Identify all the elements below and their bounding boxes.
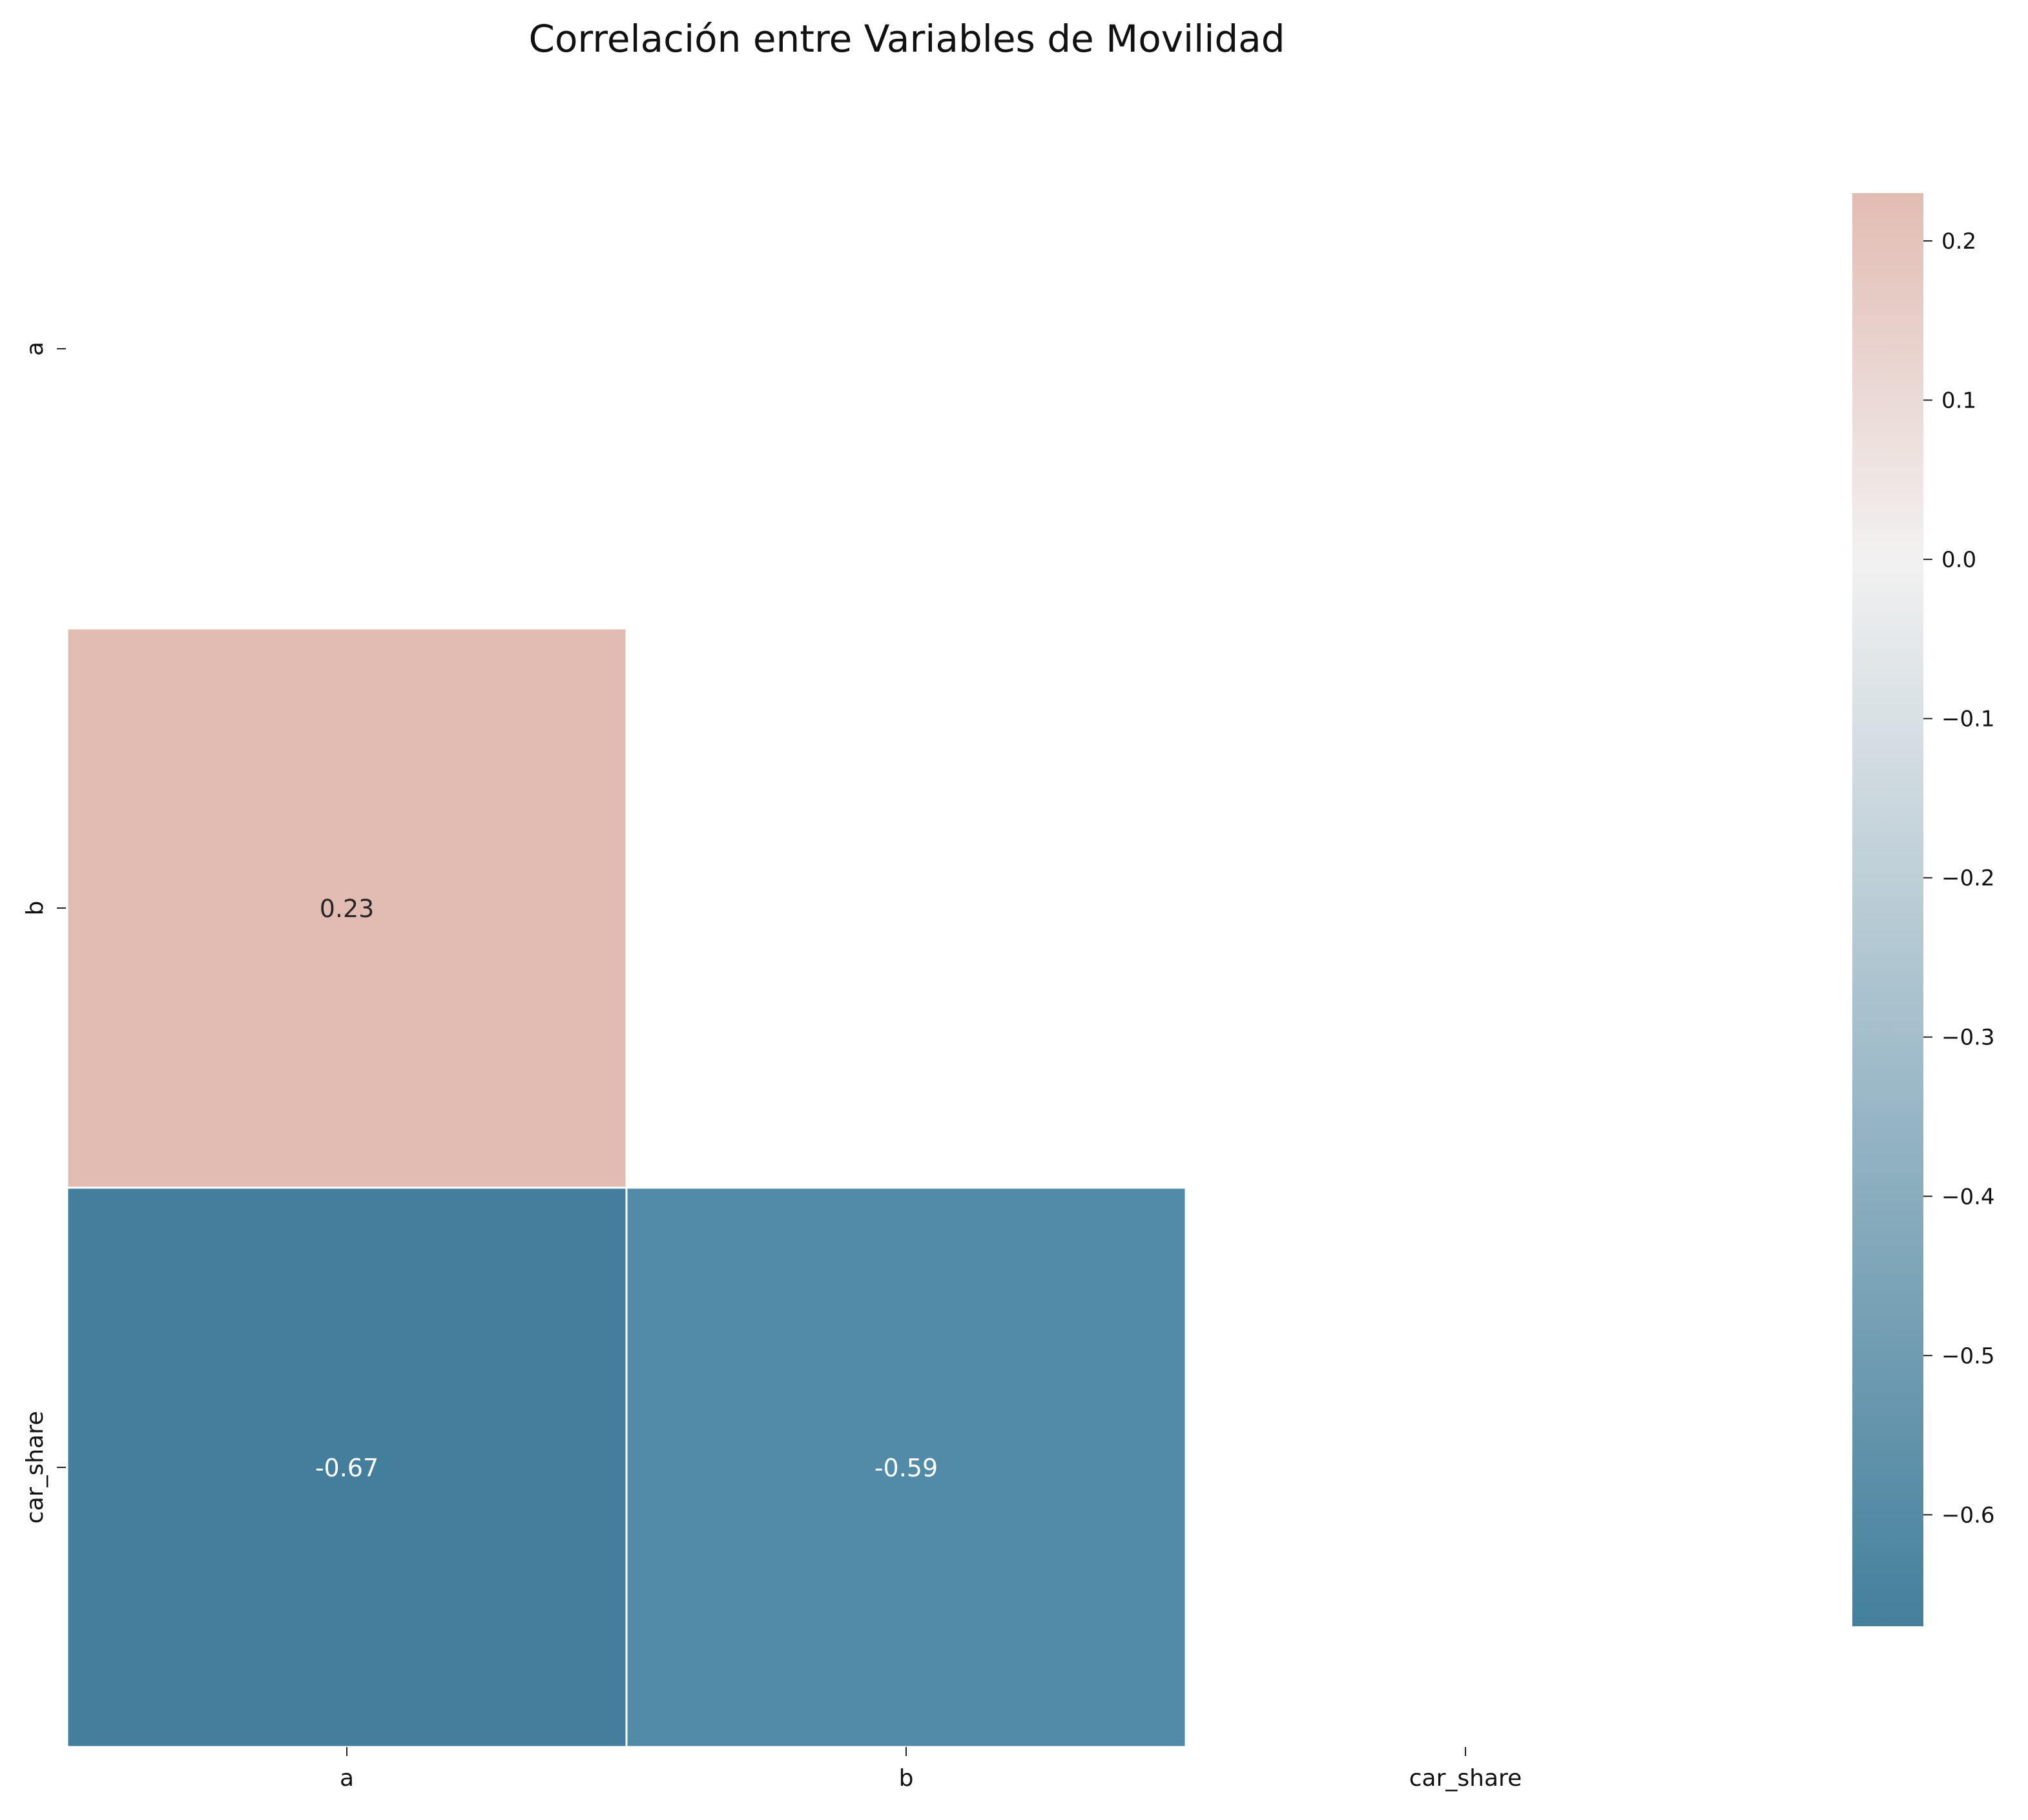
heatmap-cell xyxy=(625,1186,1187,1748)
colorbar-tick-label: 0.0 xyxy=(1941,547,1976,573)
cell-value-label: 0.23 xyxy=(320,894,375,923)
heatmap-cells: 0.23 -0.67 -0.59 xyxy=(66,627,1187,1748)
cell-value-label: -0.59 xyxy=(874,1454,938,1482)
colorbar-tick-label: −0.4 xyxy=(1941,1184,1995,1210)
colorbar-tick-label: −0.6 xyxy=(1941,1502,1995,1528)
colorbar-tick-label: −0.5 xyxy=(1941,1343,1995,1369)
colorbar-tick-label: 0.1 xyxy=(1941,388,1976,414)
y-tick-label: b xyxy=(22,901,48,916)
x-tick-label: a xyxy=(340,1765,354,1792)
x-tick-label: b xyxy=(899,1765,914,1792)
heatmap-cell xyxy=(66,627,628,1189)
heatmap-cell xyxy=(66,1186,628,1748)
y-tick-label: car_share xyxy=(22,1411,48,1524)
cell-value-label: -0.67 xyxy=(315,1454,378,1482)
colorbar-tick-label: −0.2 xyxy=(1941,865,1995,891)
chart-title: Correlación entre Variables de Movilidad xyxy=(528,17,1285,61)
colorbar-tick-label: −0.1 xyxy=(1941,707,1995,732)
colorbar-gradient xyxy=(1852,193,1923,1626)
colorbar-tick-label: 0.2 xyxy=(1941,229,1976,254)
colorbar: 0.2 0.1 0.0 −0.1 −0.2 −0.3 −0.4 −0.5 −0.6 xyxy=(1852,193,1995,1626)
y-tick-label: a xyxy=(22,342,48,356)
x-axis: a b car_share xyxy=(340,1747,1522,1792)
y-axis: a b car_share xyxy=(22,342,66,1524)
colorbar-tick-label: −0.3 xyxy=(1941,1025,1995,1051)
x-tick-label: car_share xyxy=(1409,1765,1522,1792)
